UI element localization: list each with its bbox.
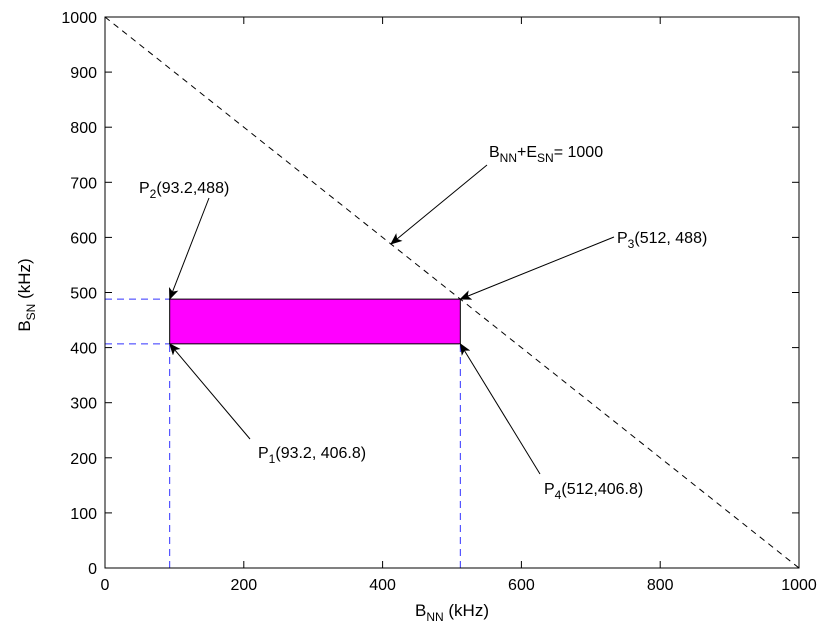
x-tick-label: 400	[369, 577, 396, 594]
feasible-region	[169, 298, 461, 345]
y-tick-label: 800	[70, 120, 97, 137]
y-tick-label: 600	[70, 230, 97, 247]
arrow-p1	[169, 343, 251, 440]
y-tick-label: 300	[70, 396, 97, 413]
point-label-p3: P3(512, 488)	[617, 230, 707, 251]
annotation-arrows	[169, 164, 615, 475]
y-axis-ticks: 0 100 200 300 400 500 600 700 800 900 1000	[61, 10, 799, 578]
x-tick-label: 600	[508, 577, 535, 594]
y-tick-label: 400	[70, 341, 97, 358]
point-label-p4: P4(512,406.8)	[544, 481, 643, 502]
y-tick-label: 900	[70, 65, 97, 82]
x-tick-label: 200	[230, 577, 257, 594]
y-tick-label: 100	[70, 506, 97, 523]
y-tick-label: 200	[70, 451, 97, 468]
arrow-p4	[459, 343, 541, 475]
constraint-label: BNN+ESN= 1000	[489, 144, 603, 165]
y-tick-label: 700	[70, 175, 97, 192]
y-tick-label: 1000	[61, 10, 97, 27]
x-tick-label: 0	[101, 577, 110, 594]
y-tick-label: 0	[88, 561, 97, 578]
arrow-p3	[459, 236, 615, 300]
x-tick-label: 1000	[781, 577, 817, 594]
point-label-p1: P1(93.2, 406.8)	[258, 445, 366, 466]
x-tick-label: 800	[647, 577, 674, 594]
point-label-p2: P2(93.2,488)	[139, 180, 229, 201]
x-axis-label: BNN (kHz)	[415, 601, 489, 624]
x-axis-ticks: 0 200 400 600 800 1000	[101, 17, 817, 594]
arrow-constraint	[390, 164, 488, 245]
arrow-p2	[169, 197, 210, 301]
guide-lines	[105, 298, 461, 568]
y-tick-label: 500	[70, 286, 97, 303]
y-axis-label: BSN (kHz)	[15, 258, 38, 331]
constraint-line	[104, 16, 800, 569]
